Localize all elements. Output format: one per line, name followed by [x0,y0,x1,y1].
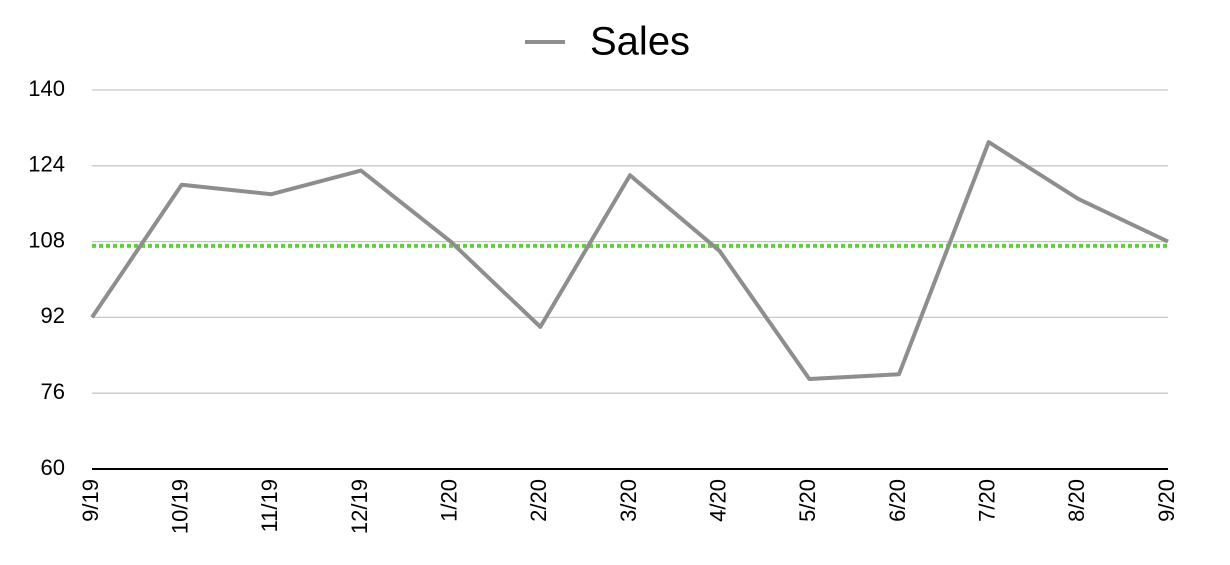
x-tick-label: 9/20 [1154,479,1179,522]
y-tick-label: 140 [28,76,65,101]
y-tick-label: 92 [41,303,65,328]
y-tick-label: 76 [41,379,65,404]
x-tick-label: 1/20 [436,479,461,522]
x-tick-label: 5/20 [795,479,820,522]
legend-label: Sales [590,20,690,64]
x-tick-label: 11/19 [257,479,282,532]
y-tick-label: 124 [28,152,65,177]
y-tick-label: 108 [28,227,65,252]
line [90,140,1169,381]
x-tick-label: 10/19 [167,479,192,534]
x-tick-label: 4/20 [705,479,730,522]
x-tick-label: 2/20 [526,479,551,522]
x-tick-label: 9/19 [78,479,103,522]
x-tick-label: 3/20 [616,479,641,522]
x-tick-label: 12/19 [347,479,372,534]
x-tick-label: 8/20 [1064,479,1089,522]
x-tick-label: 6/20 [885,479,910,522]
y-tick-label: 60 [41,455,65,480]
x-tick-label: 7/20 [974,479,999,522]
